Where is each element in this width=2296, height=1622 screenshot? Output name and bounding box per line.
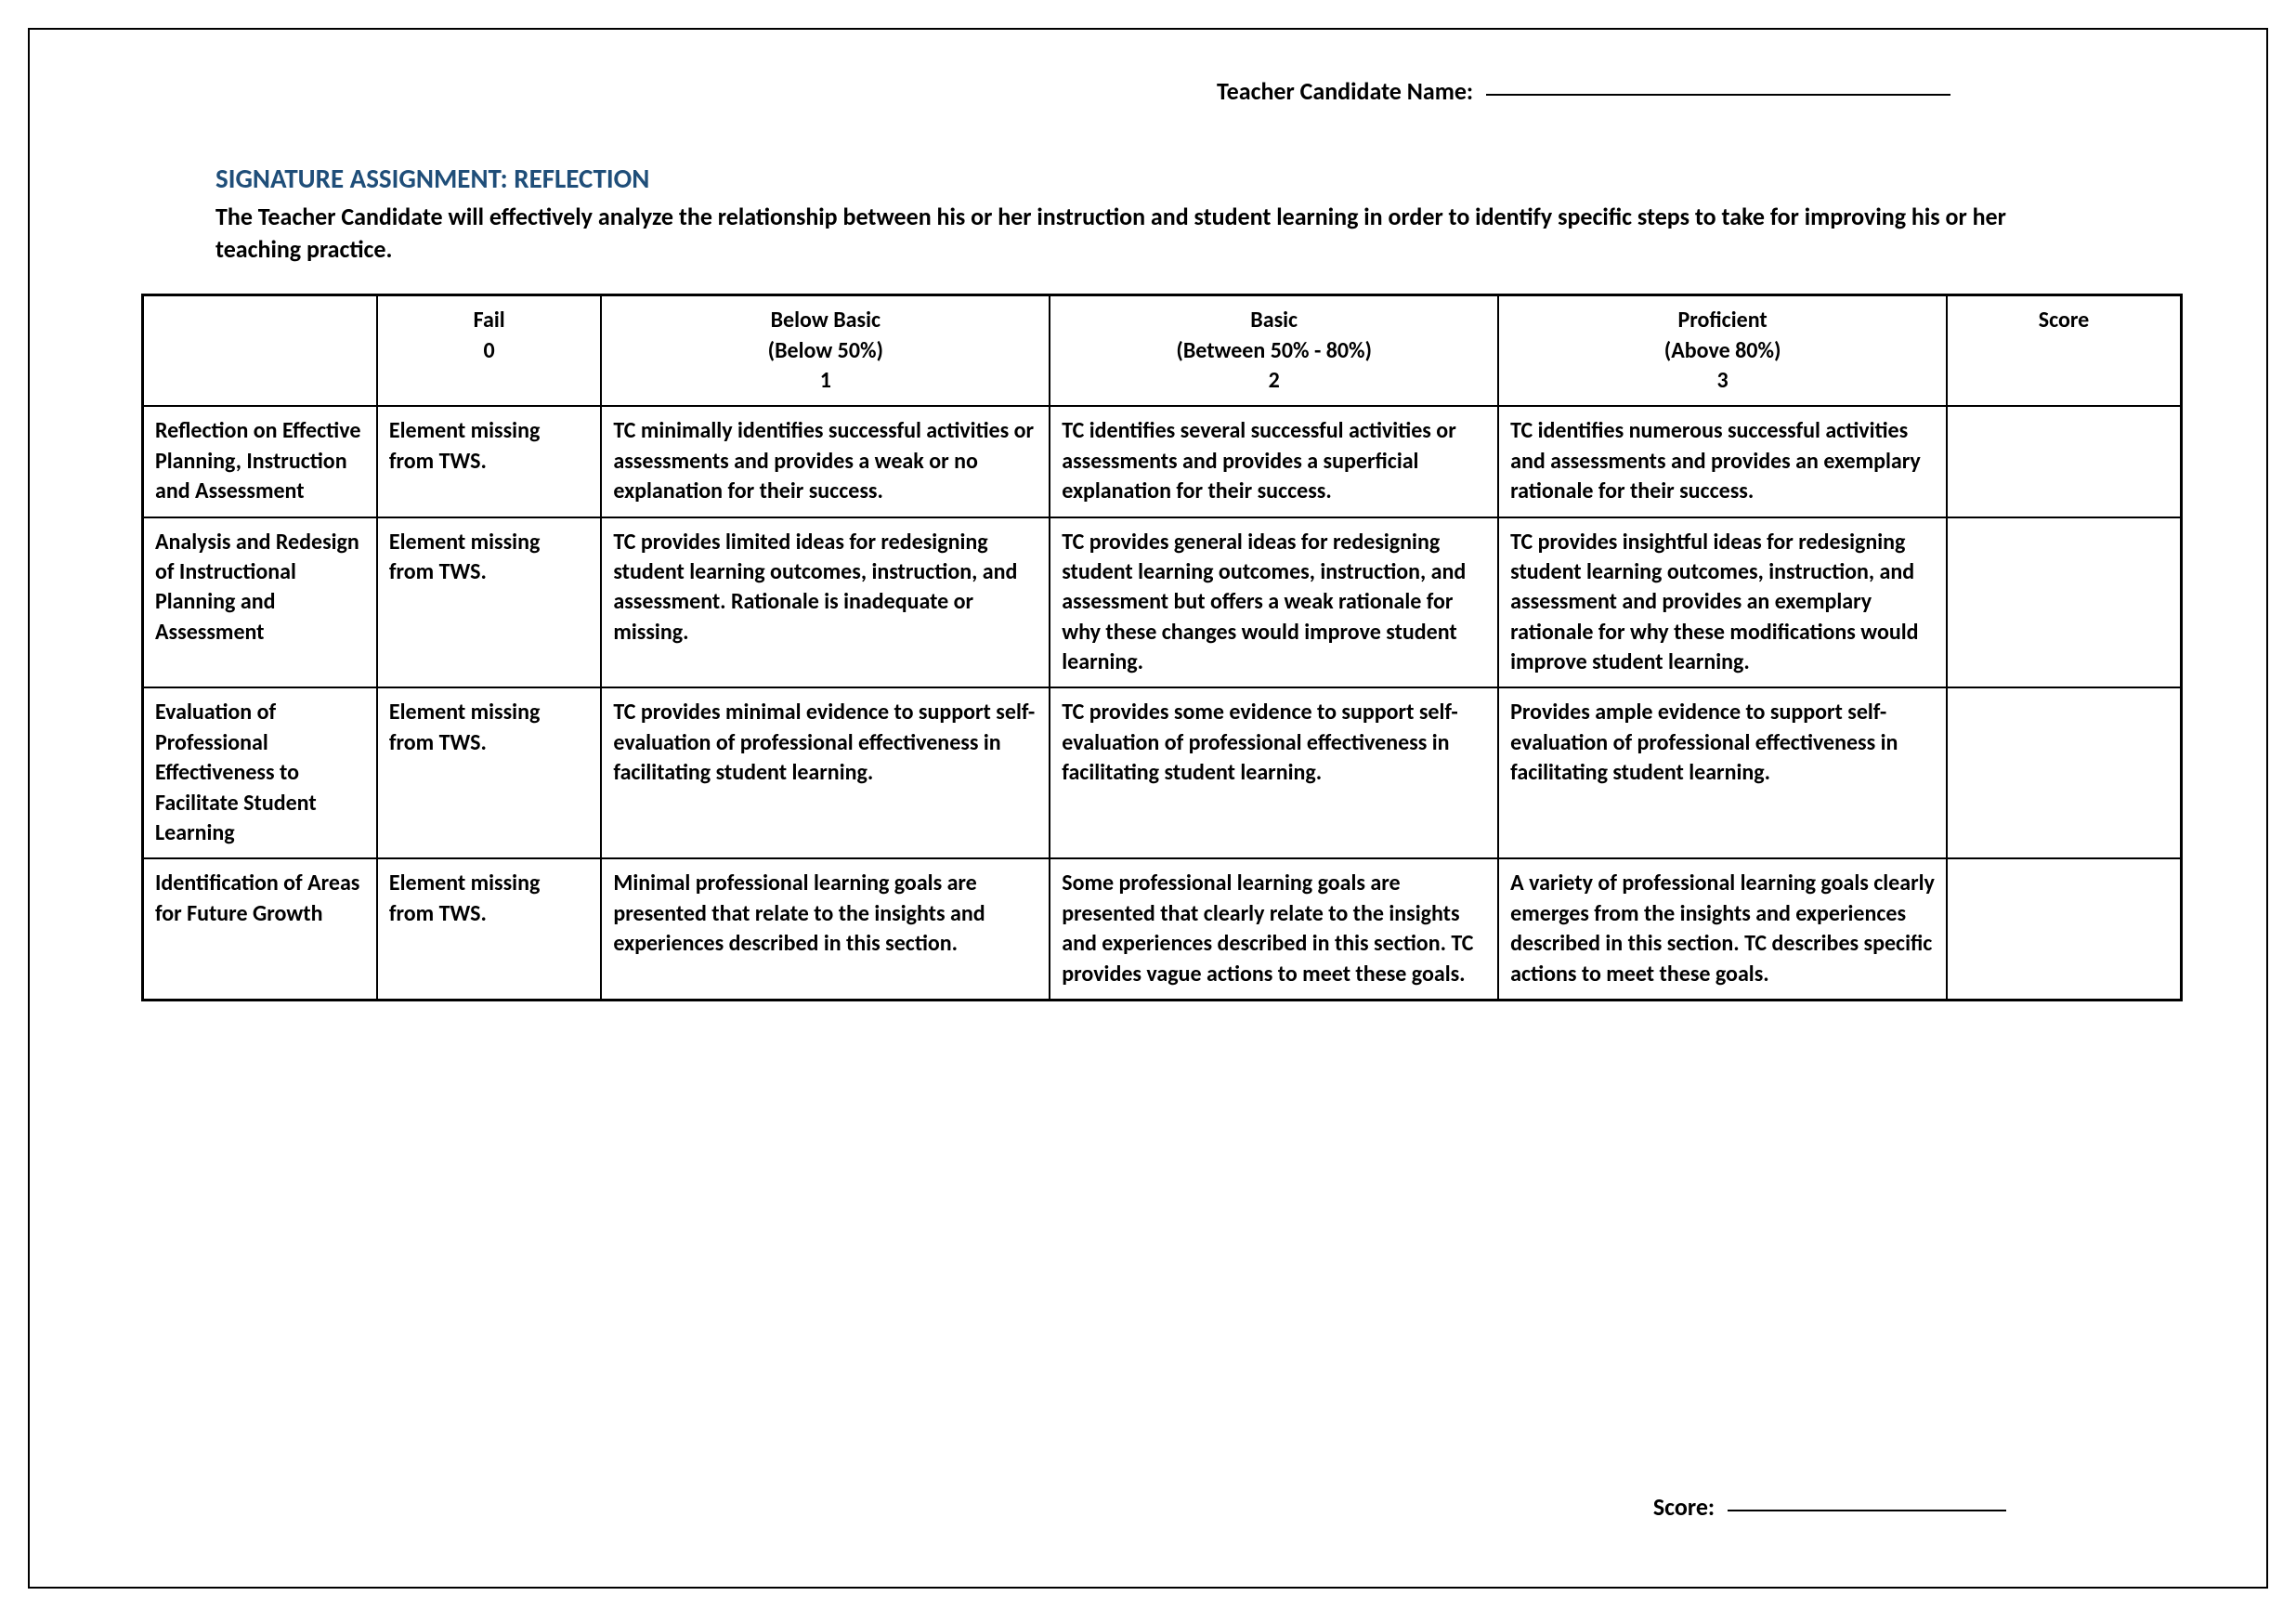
header-below-sub: (Below 50%) xyxy=(768,337,883,364)
cell-criterion: Evaluation of Professional Effectiveness… xyxy=(143,687,377,858)
cell-criterion: Reflection on Effective Planning, Instru… xyxy=(143,406,377,517)
cell-score xyxy=(1947,406,2181,517)
header-basic-label: Basic xyxy=(1250,307,1298,334)
cell-basic: TC provides some evidence to support sel… xyxy=(1050,687,1498,858)
cell-below: TC provides limited ideas for redesignin… xyxy=(601,517,1050,688)
cell-score xyxy=(1947,687,2181,858)
cell-below: TC minimally identifies successful activ… xyxy=(601,406,1050,517)
header-basic-sub: (Between 50% - 80%) xyxy=(1176,337,1372,364)
header-proficient-sub: (Above 80%) xyxy=(1664,337,1781,364)
header-basic-num: 2 xyxy=(1269,367,1280,394)
header-fail-label: Fail xyxy=(474,307,505,334)
cell-below: TC provides minimal evidence to support … xyxy=(601,687,1050,858)
header-below-num: 1 xyxy=(820,367,831,394)
cell-criterion: Analysis and Redesign of Instructional P… xyxy=(143,517,377,688)
header-proficient: Proficient (Above 80%) 3 xyxy=(1498,295,1947,407)
header-fail: Fail 0 xyxy=(377,295,601,407)
table-row: Reflection on Effective Planning, Instru… xyxy=(143,406,2182,517)
score-underline xyxy=(1728,1510,2006,1511)
cell-basic: TC provides general ideas for redesignin… xyxy=(1050,517,1498,688)
cell-fail: Element missing from TWS. xyxy=(377,406,601,517)
cell-proficient: Provides ample evidence to support self-… xyxy=(1498,687,1947,858)
assignment-title: SIGNATURE ASSIGNMENT: REFLECTION xyxy=(215,162,2211,195)
cell-proficient: TC identifies numerous successful activi… xyxy=(1498,406,1947,517)
candidate-name-label: Teacher Candidate Name: xyxy=(1217,76,1473,106)
header-basic: Basic (Between 50% - 80%) 2 xyxy=(1050,295,1498,407)
table-row: Analysis and Redesign of Instructional P… xyxy=(143,517,2182,688)
table-row: Identification of Areas for Future Growt… xyxy=(143,858,2182,1000)
cell-below: Minimal professional learning goals are … xyxy=(601,858,1050,1000)
page-border: Teacher Candidate Name: SIGNATURE ASSIGN… xyxy=(28,28,2268,1589)
cell-fail: Element missing from TWS. xyxy=(377,517,601,688)
header-score: Score xyxy=(1947,295,2181,407)
cell-fail: Element missing from TWS. xyxy=(377,687,601,858)
rubric-tbody: Reflection on Effective Planning, Instru… xyxy=(143,406,2182,1000)
header-below-basic: Below Basic (Below 50%) 1 xyxy=(601,295,1050,407)
cell-score xyxy=(1947,517,2181,688)
header-proficient-num: 3 xyxy=(1717,367,1729,394)
cell-proficient: TC provides insightful ideas for redesig… xyxy=(1498,517,1947,688)
header-criterion xyxy=(143,295,377,407)
header-fail-num: 0 xyxy=(484,337,495,364)
cell-criterion: Identification of Areas for Future Growt… xyxy=(143,858,377,1000)
header-below-label: Below Basic xyxy=(771,307,881,334)
table-row: Evaluation of Professional Effectiveness… xyxy=(143,687,2182,858)
header-proficient-label: Proficient xyxy=(1677,307,1767,334)
cell-score xyxy=(1947,858,2181,1000)
rubric-table: Fail 0 Below Basic (Below 50%) 1 Basic (… xyxy=(141,294,2183,1001)
header-score-label: Score xyxy=(2039,307,2090,334)
assignment-description: The Teacher Candidate will effectively a… xyxy=(215,201,2081,266)
score-field: Score: xyxy=(1653,1492,2006,1522)
cell-fail: Element missing from TWS. xyxy=(377,858,601,1000)
candidate-name-underline xyxy=(1486,94,1950,96)
cell-proficient: A variety of professional learning goals… xyxy=(1498,858,1947,1000)
table-header-row: Fail 0 Below Basic (Below 50%) 1 Basic (… xyxy=(143,295,2182,407)
cell-basic: TC identifies several successful activit… xyxy=(1050,406,1498,517)
score-label: Score: xyxy=(1653,1492,1715,1522)
cell-basic: Some professional learning goals are pre… xyxy=(1050,858,1498,1000)
candidate-name-field: Teacher Candidate Name: xyxy=(85,76,2211,106)
